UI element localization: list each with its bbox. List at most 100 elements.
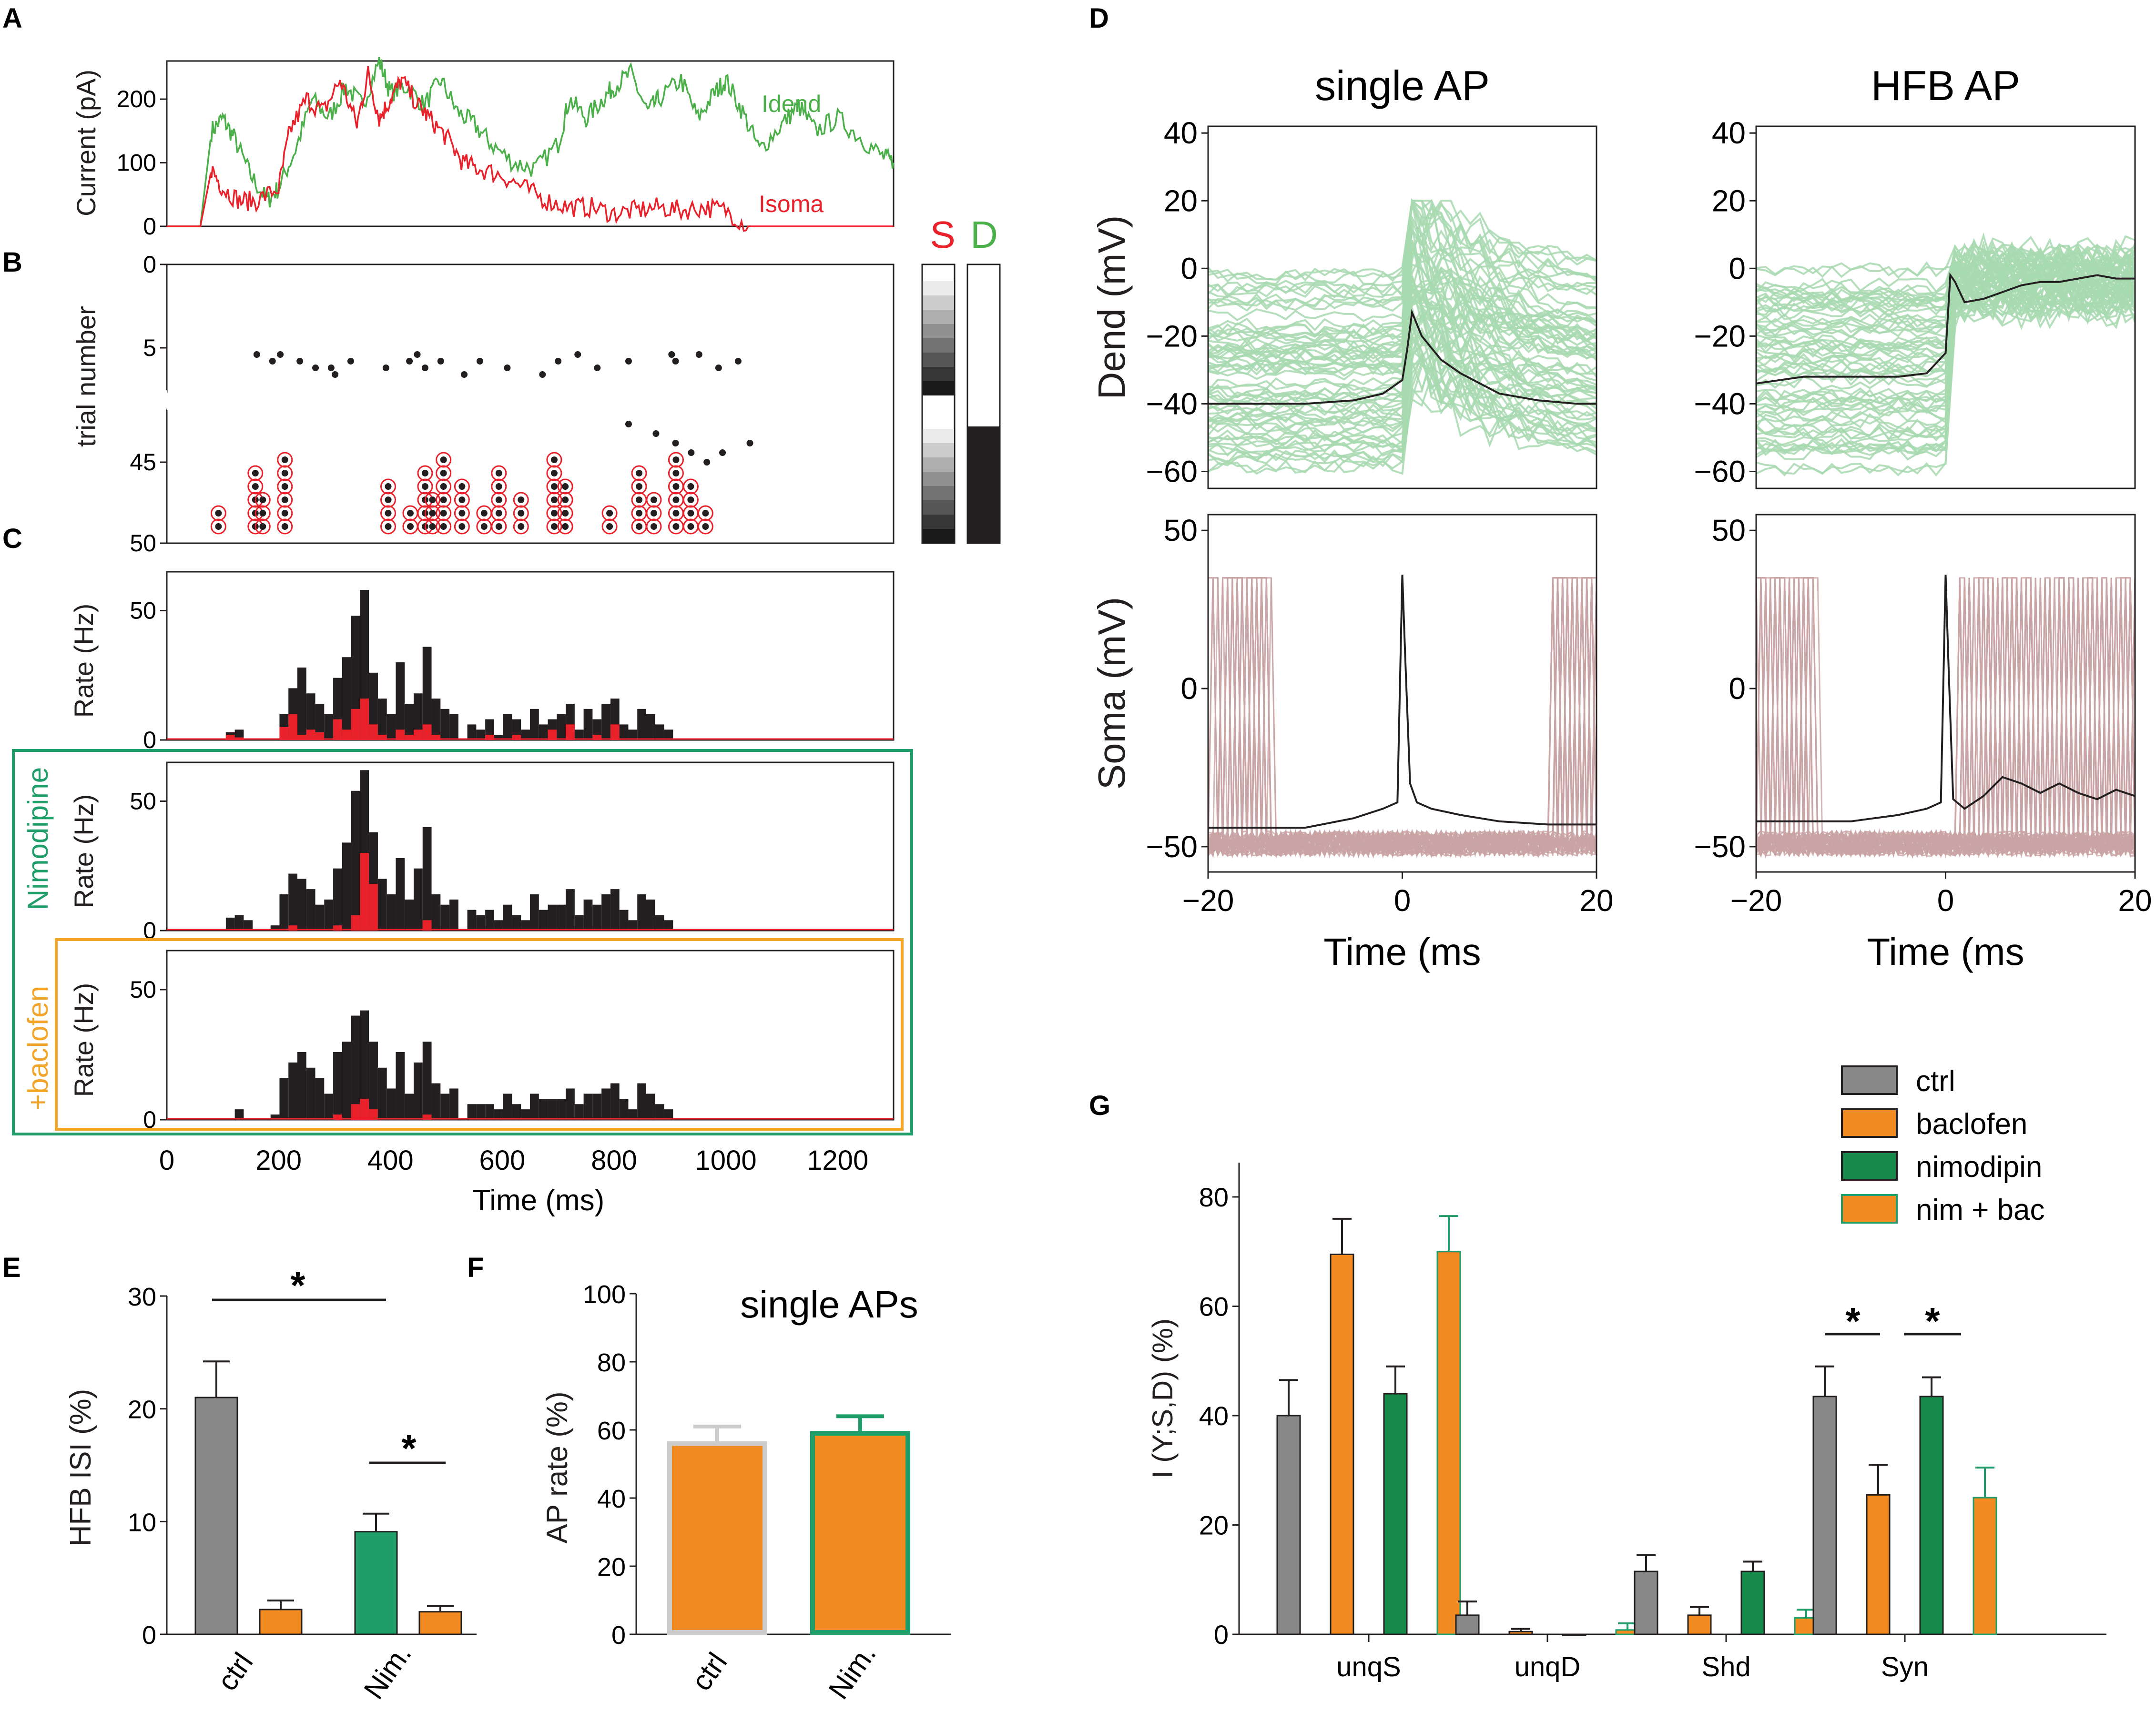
histogram-bar [315,703,325,740]
raster-dot [746,440,753,446]
histogram-bar [646,899,655,931]
raster-dot [281,510,288,517]
raster-circle [557,478,573,495]
raster-circle [380,492,397,508]
histogram-bar [467,1104,477,1120]
legend-swatch [1841,1108,1898,1138]
raster-circle [682,492,699,508]
histogram-bar [396,1052,405,1120]
histogram-bar [655,915,664,931]
histogram-bar [628,920,638,931]
raster-circle [417,478,433,495]
histogram-bar [279,894,289,931]
scale-label-d: D [970,213,998,256]
histogram-bar [270,925,280,931]
raster-circle [513,505,529,521]
panel-label-f: F [467,1252,484,1283]
chart-title: single APs [740,1283,918,1326]
raster-circle [247,465,264,481]
raster-dot [253,351,260,358]
bar [1812,1396,1837,1635]
series-label-idend: Idend [762,91,821,117]
histogram-bar-red [360,699,369,740]
raster-circle [424,492,440,508]
histogram-bar [610,889,620,931]
y-tick-label: 40 [1712,116,1746,150]
bar [810,1431,910,1635]
raster-circle [277,518,293,535]
raster-dot [385,510,392,517]
raster-dot [281,496,288,503]
histogram-bar [342,842,351,931]
panel-d-voltage-traces: single AP HFB AP 40 20 0 −20 −40 −60 50 0 −50 −20 0 2… [1090,62,2152,973]
dend-trace [1208,199,1597,322]
raster-dot [480,523,488,530]
raster-dot [495,510,502,517]
histogram-bar-red [610,724,620,740]
raster-dot [539,371,546,378]
histogram-bar [619,724,629,740]
histogram-bar [503,904,512,931]
histogram-bar [405,1094,414,1120]
dend-trace [1208,341,1597,445]
scale-cell [923,338,954,353]
raster-dot [550,483,558,490]
raster-dot [672,470,680,476]
raster-dot [562,483,569,490]
raster-dot [437,358,444,365]
raster-circle [277,505,293,521]
raster-dot [672,358,679,365]
raster-dot [495,470,502,476]
bar [1740,1570,1765,1635]
scale-cell [923,457,954,472]
raster-circle [210,518,226,535]
histogram-bar [297,879,306,931]
histogram-bar [431,1083,441,1120]
raster-dot [518,496,525,503]
raster-dot [652,430,660,437]
histogram-bar [592,1094,602,1120]
raster-dot [636,496,643,503]
histogram-bar-red [369,1109,378,1120]
raster-dot [429,523,436,530]
histogram-bar [521,729,530,740]
dend-trace [1207,267,1597,357]
histogram-bar [601,1088,610,1120]
histogram-bar [449,1088,458,1120]
raster-circle [424,505,440,521]
raster-dot [440,470,447,476]
histogram-bar [440,904,450,931]
soma-trace [1755,577,2136,857]
raster-dot [215,510,222,517]
histogram-bar [377,879,387,931]
y-tick-label: 20 [128,1396,156,1424]
dend-trace [1208,246,1597,364]
histogram-bar [574,729,584,740]
y-axis-label: AP rate (%) [541,1391,574,1543]
histogram-bar-red [306,729,315,740]
y-tick-label: 5 [143,334,156,361]
legend-swatch [1841,1065,1898,1095]
scale-bar-frame [966,263,1001,544]
raster-dot [252,483,259,490]
raster-circle [513,518,529,535]
series-label-isoma: Isoma [759,191,824,217]
raster-circle [631,465,647,481]
histogram-bar [386,1088,396,1120]
histogram-bar [270,1114,280,1120]
histogram-bar-red [592,735,602,740]
panel-b-raster: 0 5 45 50 trial number S D [71,213,1001,557]
y-tick-label: −20 [1694,319,1746,353]
raster-dot [382,365,389,371]
histogram-bar [530,709,539,740]
dend-trace [1208,307,1597,406]
bar [354,1531,398,1635]
histogram-bar [360,1010,369,1120]
y-tick-label: −20 [1146,319,1198,353]
scale-cell [923,310,954,324]
histogram-bar [431,894,441,931]
histogram-bar [297,1052,306,1120]
histogram-bar [557,714,566,740]
raster-dot [650,510,657,517]
histogram-bar [369,672,378,740]
